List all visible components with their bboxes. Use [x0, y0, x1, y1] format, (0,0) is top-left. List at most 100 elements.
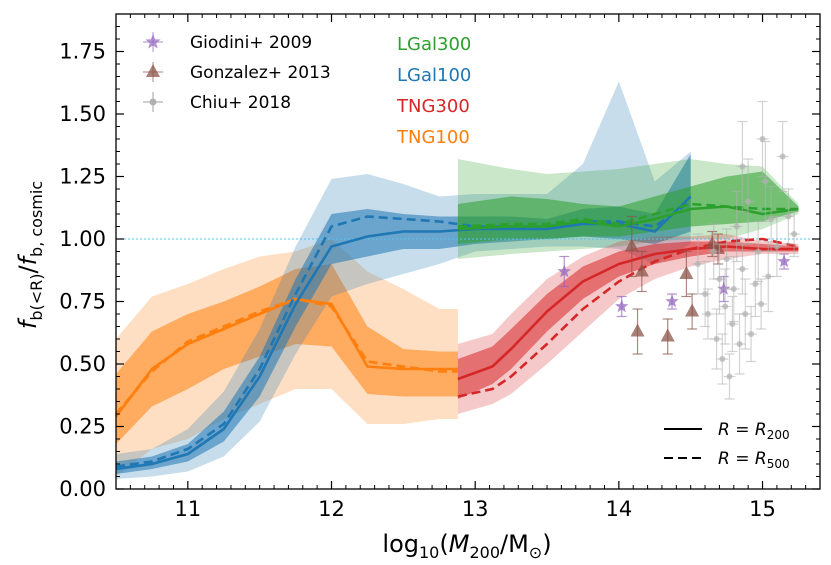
tng300-r200-line: [457, 245, 799, 381]
lgal300-r500-line: [457, 202, 799, 228]
chiu-2018-circle-marker: [779, 153, 786, 160]
legend-r200-label: R = R200: [718, 420, 790, 442]
r500-r: R: [718, 449, 730, 469]
xlabel-m-sub: 200: [469, 543, 500, 562]
legend-marker-giodini-star-icon: [143, 32, 163, 52]
chiu-2018-point: [765, 185, 778, 253]
chiu-2018-point: [755, 278, 768, 330]
chiu-2018-circle-marker: [742, 311, 749, 317]
legend-giodini-label: Giodini+ 2009: [190, 33, 312, 53]
chiu-2018-circle-marker: [723, 256, 730, 262]
chiu-2018-point: [742, 158, 755, 245]
chiu-2018-circle-marker: [704, 311, 711, 317]
gonzalez-2013-point: [685, 293, 700, 330]
chiu-2018-circle-marker: [739, 163, 746, 170]
chiu-2018-circle-marker: [785, 213, 792, 220]
y-tick-label: 1.25: [59, 165, 106, 189]
model-median-lines: [114, 195, 799, 471]
xlabel-msun: /M: [500, 530, 529, 558]
observational-points: [557, 100, 801, 400]
gonzalez-2013-point: [679, 250, 694, 298]
giodini-2009-point: [665, 293, 679, 310]
ylabel-sub1: b(<R): [27, 274, 46, 321]
lgal300-r200-line: [457, 205, 799, 231]
giodini-2009-point: [615, 295, 629, 318]
r200-r2: R: [755, 420, 767, 440]
chiu-2018-circle-marker: [694, 261, 701, 267]
giodini-2009-star-marker: [557, 264, 571, 278]
x-axis-title: log10(M200/M⊙): [382, 530, 551, 562]
chiu-2018-circle-marker: [719, 356, 726, 362]
r500-r2: R: [755, 449, 767, 469]
y-tick-label: 1.75: [59, 40, 106, 64]
chiu-2018-point: [756, 100, 769, 178]
chiu-2018-circle-marker: [762, 178, 769, 185]
chiu-2018-point: [788, 210, 801, 258]
tng100-outer-band: [116, 239, 458, 477]
x-tick-label: 12: [318, 497, 345, 521]
chiu-2018-point: [699, 260, 712, 328]
chiu-2018-point: [745, 305, 758, 363]
xlabel-close: ): [542, 530, 551, 558]
y-tick-label: 0.50: [59, 352, 106, 376]
chiu-2018-point: [776, 120, 789, 193]
chiu-2018-point: [739, 278, 752, 350]
obs-legend: Giodini+ 2009 Gonzalez+ 2013 Chiu+ 2018: [143, 32, 331, 113]
chiu-2018-circle-marker: [736, 341, 743, 347]
y-axis-title: fb(<R)/fb, cosmic: [14, 181, 46, 329]
chiu-2018-circle-marker: [733, 223, 740, 230]
tng100-r500-line: [115, 297, 458, 415]
chiu-2018-circle-marker: [722, 303, 729, 310]
chiu-2018-circle-marker: [726, 373, 733, 380]
chiu-2018-point: [730, 190, 743, 263]
giodini-2009-point: [777, 253, 791, 270]
ylabel-slash: /: [14, 265, 42, 274]
xlabel-log-sub: 10: [419, 543, 439, 562]
legend-r500-label: R = R500: [718, 449, 790, 471]
chiu-2018-circle-marker: [791, 231, 798, 237]
chiu-2018-point: [736, 120, 749, 213]
xlabel-m: M: [449, 530, 470, 558]
r500-sub: 500: [767, 457, 790, 471]
chiu-2018-circle-marker: [713, 336, 720, 342]
gonzalez-2013-point: [634, 250, 649, 293]
xlabel-open: (: [439, 530, 448, 558]
chiu-2018-circle-marker: [745, 198, 752, 205]
chiu-2018-circle-marker: [758, 301, 765, 307]
y-tick-label: 0.25: [59, 415, 106, 439]
x-tick-label: 13: [462, 497, 489, 521]
tng300-inner-band: [457, 241, 799, 399]
y-tick-label: 1.50: [59, 102, 106, 126]
chiu-2018-circle-marker: [702, 291, 709, 297]
y-tick-label: 0.00: [59, 477, 106, 501]
giodini-2009-star-marker: [777, 254, 791, 268]
chiu-2018-point: [723, 353, 736, 400]
r500-eq: =: [730, 449, 755, 469]
gonzalez-2013-point: [660, 318, 675, 355]
chiu-2018-point: [726, 295, 739, 353]
label-tng300: TNG300: [396, 96, 470, 117]
x-tick-label: 15: [749, 497, 776, 521]
xlabel-sun: ⊙: [529, 543, 542, 562]
gonzalez-2013-triangle-marker: [679, 266, 694, 279]
axis-ticks: 11 12 13 14 15 0.00 0.25 0.50 0.75 1.00 1.25 1.50 1.…: [59, 14, 821, 521]
linestyle-legend: R = R200 R = R500: [664, 420, 790, 471]
chiu-2018-point: [733, 313, 746, 375]
x-tick-label: 11: [174, 497, 201, 521]
chiu-2018-point: [782, 188, 795, 245]
giodini-2009-star-marker: [665, 294, 679, 308]
x-tick-label: 14: [605, 497, 632, 521]
chiu-2018-circle-marker: [739, 266, 746, 272]
chiu-2018-circle-marker: [765, 273, 772, 280]
chiu-2018-point: [749, 250, 762, 318]
chiu-2018-point: [727, 255, 740, 323]
chiu-2018-point: [770, 215, 783, 278]
chiu-2018-circle-marker: [730, 286, 737, 292]
chiu-2018-circle-marker: [752, 281, 759, 287]
chiu-2018-circle-marker: [768, 216, 775, 222]
gonzalez-2013-triangle-marker: [634, 263, 649, 277]
chiu-2018-point: [691, 233, 704, 295]
legend-marker-chiu-circle-icon: [143, 92, 163, 112]
lgal100-r500-line: [115, 200, 692, 468]
giodini-2009-star-marker: [717, 282, 731, 295]
